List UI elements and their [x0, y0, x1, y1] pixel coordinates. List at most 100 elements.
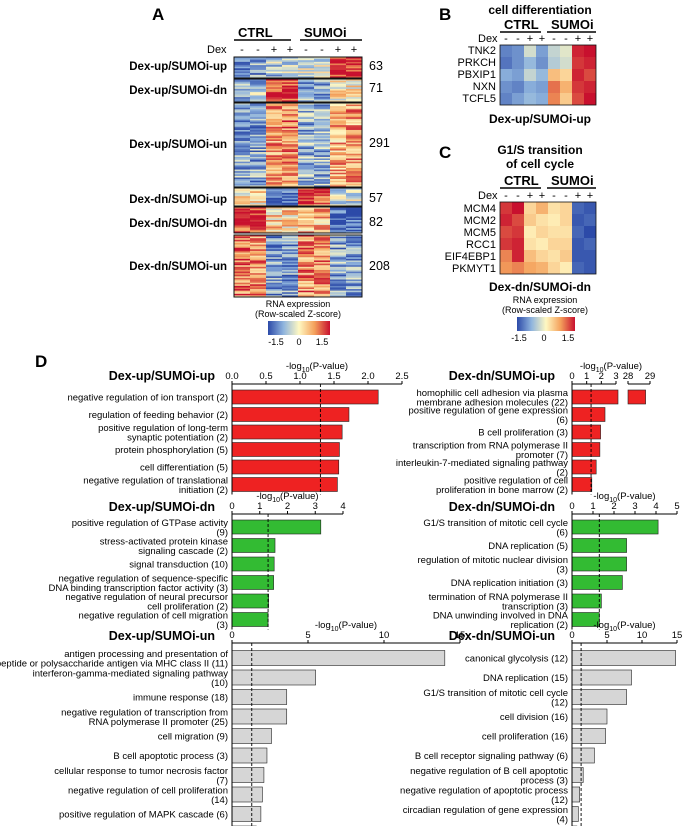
- heatmap-cell: [298, 128, 315, 131]
- heatmap-cell: [282, 271, 299, 274]
- heatmap-cell: [266, 182, 283, 185]
- heatmap-cell: [314, 242, 331, 245]
- heatmap-cell: [330, 226, 347, 229]
- heatmap-cell: [266, 150, 283, 153]
- heatmap-cell: [250, 293, 267, 296]
- heatmap-cell: [536, 93, 548, 105]
- heatmap-cell: [346, 220, 363, 222]
- heatmap-cell: [282, 197, 299, 200]
- bar: [231, 767, 265, 783]
- heatmap-cell: [250, 213, 267, 216]
- heatmap-cell: [266, 239, 283, 242]
- heatmap-cell: [282, 103, 299, 105]
- heatmap-cell: [282, 180, 299, 183]
- heatmap-cell: [314, 58, 331, 61]
- heatmap-cell: [250, 263, 267, 266]
- heatmap-cell: [314, 97, 331, 100]
- heatmap-cell: [266, 293, 283, 296]
- category-label: cell proliferation (16): [482, 732, 568, 743]
- heatmap-cell: [298, 177, 315, 180]
- heatmap-cell: [234, 147, 251, 150]
- heatmap-cell: [330, 235, 347, 237]
- heatmap-cell: [330, 120, 347, 123]
- x-tick-label: 2: [611, 501, 616, 512]
- heatmap-cell: [234, 69, 251, 72]
- heatmap-cell: [298, 224, 315, 227]
- heatmap-cell: [250, 273, 267, 276]
- heatmap-cell: [266, 100, 283, 103]
- heatmap-cell: [266, 207, 283, 209]
- heatmap-cell: [234, 73, 251, 76]
- heatmap-cell: [234, 88, 251, 91]
- heatmap-cell: [266, 220, 283, 222]
- heatmap-cell: [298, 185, 315, 188]
- heatmap-cell: [346, 100, 363, 103]
- heatmap-cell: [314, 83, 331, 86]
- heatmap-cell: [266, 97, 283, 100]
- heatmap-cell: [314, 82, 331, 85]
- heatmap-cell: [298, 254, 315, 256]
- heatmap-cell: [560, 262, 572, 274]
- heatmap-cell: [282, 145, 299, 148]
- heatmap-cell: [266, 273, 283, 276]
- panel-label-d: D: [35, 352, 47, 371]
- heatmap-cell: [330, 100, 347, 103]
- heatmap-cell: [330, 110, 347, 113]
- heatmap-cell: [282, 246, 299, 249]
- heatmap-cell: [250, 197, 267, 200]
- heatmap-cell: [250, 196, 267, 199]
- heatmap-cell: [266, 153, 283, 156]
- heatmap-cell: [282, 293, 299, 296]
- heatmap-cell: [234, 174, 251, 177]
- heatmap-cell: [314, 236, 331, 239]
- heatmap-cell: [282, 90, 299, 93]
- heatmap-cell: [314, 229, 331, 232]
- heatmap-cell: [524, 45, 536, 57]
- heatmap-cell: [346, 211, 363, 214]
- heatmap-cell: [250, 262, 267, 264]
- heatmap-cell: [266, 246, 283, 249]
- heatmap-cell: [346, 262, 363, 264]
- heatmap-cell: [314, 290, 331, 293]
- gene-label: EIF4EBP1: [445, 251, 496, 263]
- heatmap-cell: [314, 282, 331, 285]
- heatmap-cell: [330, 112, 347, 115]
- heatmap-cell: [250, 228, 267, 231]
- heatmap-cell: [314, 60, 331, 63]
- heatmap-cell: [250, 144, 267, 147]
- heatmap-cell: [250, 166, 267, 169]
- heatmap-cell: [314, 148, 331, 151]
- heatmap-cell: [314, 185, 331, 188]
- heatmap-cell: [346, 282, 363, 285]
- heatmap-cell: [330, 117, 347, 120]
- heatmap-cell: [298, 220, 315, 222]
- heatmap-cell: [314, 100, 331, 103]
- heatmap-cell: [346, 285, 363, 288]
- heatmap-cell: [250, 123, 267, 126]
- heatmap-cell: [282, 166, 299, 169]
- heatmap-cell: [298, 126, 315, 129]
- heatmap-cell: [548, 214, 560, 226]
- legend-tick-a: 1.5: [316, 337, 329, 347]
- heatmap-cell: [346, 148, 363, 151]
- heatmap-cell: [234, 279, 251, 282]
- heatmap-cell: [330, 80, 347, 83]
- heatmap-cell: [250, 265, 267, 268]
- heatmap-cell: [234, 242, 251, 245]
- heatmap-cell: [330, 172, 347, 175]
- heatmap-cell: [266, 260, 283, 263]
- bar: [231, 593, 269, 609]
- heatmap-cell: [266, 295, 283, 298]
- heatmap-cell: [330, 161, 347, 164]
- heatmap-cell: [346, 208, 363, 211]
- heatmap-cell: [266, 76, 283, 79]
- heatmap-cell: [346, 110, 363, 113]
- heatmap-cell: [234, 293, 251, 296]
- heatmap-cell: [266, 128, 283, 131]
- heatmap-cell: [234, 290, 251, 293]
- heatmap-cell: [346, 60, 363, 63]
- heatmap-cell: [234, 229, 251, 232]
- heatmap-cell: [330, 177, 347, 180]
- heatmap-cell: [330, 223, 347, 226]
- bar: [571, 689, 627, 705]
